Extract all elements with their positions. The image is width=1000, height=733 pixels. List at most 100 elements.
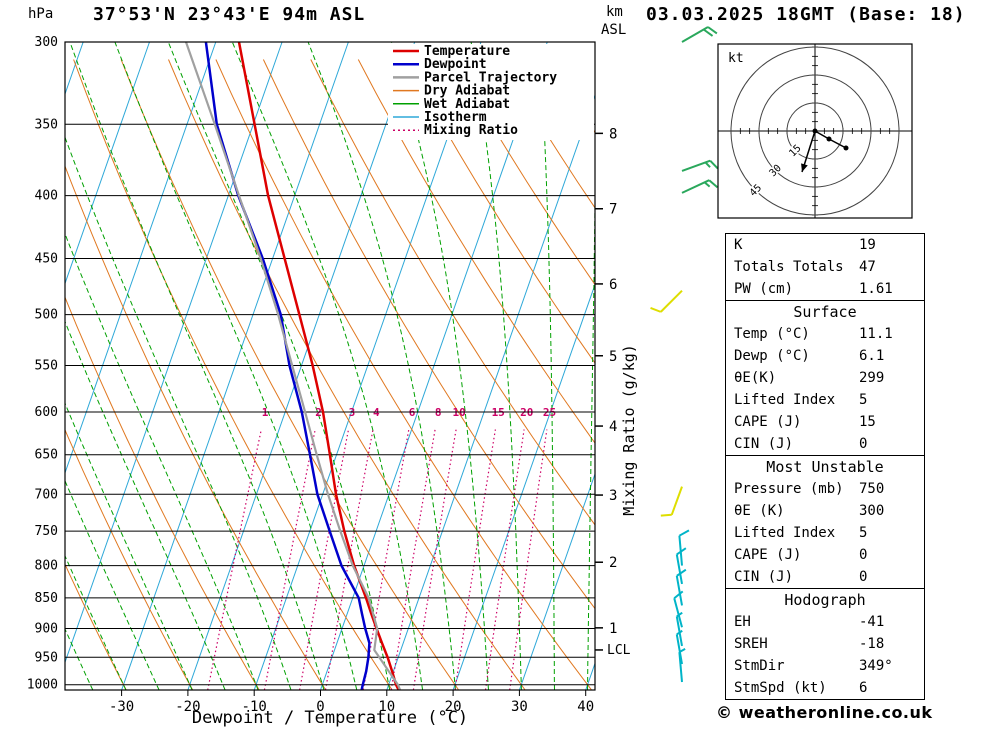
row-value: 5 bbox=[859, 525, 868, 541]
indices-panel: K 19 Totals Totals 47 PW (cm) 1.61 Surface Temp… bbox=[725, 233, 925, 700]
dry-adiabat-line bbox=[262, 59, 595, 610]
wind-barb bbox=[660, 486, 683, 517]
mixing-ratio-line bbox=[454, 429, 496, 690]
stats-table: Most Unstable Pressure (mb) 750 θE (K) 300 Li… bbox=[725, 455, 925, 589]
row-label: EH bbox=[734, 614, 751, 630]
datetime-title: 03.03.2025 18GMT (Base: 18) bbox=[646, 4, 966, 25]
legend-label: Temperature bbox=[424, 44, 510, 59]
temp-tick-label: -10 bbox=[242, 699, 267, 715]
temperature-axis: -30 -20 -10 0 10 20 30 40 Dewpoint / Temperature… bbox=[109, 690, 594, 728]
hodograph-ring bbox=[730, 46, 900, 216]
wet-adiabat-line bbox=[391, 42, 489, 690]
hodograph-unit-label: kt bbox=[728, 51, 744, 66]
mixing-ratio-line bbox=[299, 429, 350, 690]
mixing-ratio-line bbox=[362, 429, 410, 690]
pressure-tick-label: 900 bbox=[35, 621, 58, 636]
wet-adiabat-line bbox=[538, 42, 555, 690]
row-label: Temp (°C) bbox=[734, 326, 810, 342]
wind-barb bbox=[681, 159, 719, 172]
pressure-tick-label: 500 bbox=[35, 308, 58, 323]
wet-adiabat-line bbox=[231, 42, 424, 690]
table-row: CAPE (J) 15 bbox=[726, 411, 924, 433]
dry-adiabat-line bbox=[405, 59, 595, 364]
km-tick-label: 3 bbox=[609, 488, 617, 504]
row-value: 47 bbox=[859, 259, 876, 275]
table-row: Lifted Index 5 bbox=[726, 389, 924, 411]
wind-barb bbox=[675, 629, 683, 665]
dry-adiabat-line bbox=[65, 563, 127, 690]
km-tick-label: 2 bbox=[609, 555, 617, 571]
isotherm-line bbox=[518, 472, 595, 690]
wet-adiabat-line bbox=[307, 42, 456, 690]
row-label: SREH bbox=[734, 636, 768, 652]
pressure-tick-label: 700 bbox=[35, 487, 58, 502]
table-row: Lifted Index 5 bbox=[726, 522, 924, 544]
row-label: Pressure (mb) bbox=[734, 481, 844, 497]
mixing-ratio-line bbox=[484, 429, 525, 690]
pressure-tick-label: 1000 bbox=[27, 678, 58, 693]
dry-adiabat-line bbox=[65, 295, 260, 690]
table-row: StmSpd (kt) 6 bbox=[726, 677, 924, 699]
row-label: StmDir bbox=[734, 658, 785, 674]
row-label: Dewp (°C) bbox=[734, 348, 810, 364]
station-title: 37°53'N 23°43'E 94m ASL bbox=[93, 4, 366, 25]
km-tick-label: 8 bbox=[609, 126, 617, 142]
row-label: CIN (J) bbox=[734, 436, 794, 452]
row-value: 299 bbox=[859, 370, 885, 386]
pressure-tick-label: 600 bbox=[35, 405, 58, 420]
pressure-tick-label: 950 bbox=[35, 650, 58, 665]
pressure-tick-label: 400 bbox=[35, 189, 58, 204]
row-label: StmSpd (kt) bbox=[734, 680, 827, 696]
pressure-tick-label: 850 bbox=[35, 591, 58, 606]
table-row: CIN (J) 0 bbox=[726, 566, 924, 588]
x-axis-label: Dewpoint / Temperature (°C) bbox=[192, 708, 468, 728]
skewt-background-lines: 12346810152025 bbox=[0, 42, 595, 690]
pressure-tick-label: 800 bbox=[35, 559, 58, 574]
row-value: 5 bbox=[859, 392, 868, 408]
dry-adiabat-line bbox=[120, 59, 460, 690]
altitude-axis-unit-km: km bbox=[606, 4, 623, 20]
km-tick-label: 4 bbox=[609, 419, 617, 435]
row-label: Totals Totals bbox=[734, 259, 844, 275]
table-row: θE (K) 300 bbox=[726, 500, 924, 522]
table-row: Temp (°C) 11.1 bbox=[726, 323, 924, 345]
temp-tick-label: 20 bbox=[445, 699, 462, 715]
parcel-trajectory-curve bbox=[184, 42, 402, 690]
table-row: θE(K) 299 bbox=[726, 367, 924, 389]
row-value: 19 bbox=[859, 237, 876, 253]
pressure-tick-label: 650 bbox=[35, 448, 58, 463]
dry-adiabat-line bbox=[452, 59, 595, 286]
row-value: 0 bbox=[859, 547, 868, 563]
wind-barb bbox=[675, 568, 687, 606]
dry-adiabat-line bbox=[357, 59, 595, 444]
row-value: -41 bbox=[859, 614, 885, 630]
pressure-tick-label: 350 bbox=[35, 117, 58, 132]
isotherm-line bbox=[0, 42, 17, 690]
wet-adiabat-line bbox=[470, 42, 522, 690]
wind-barb bbox=[675, 547, 687, 585]
row-label: Lifted Index bbox=[734, 392, 836, 408]
temperature-curve bbox=[237, 42, 400, 690]
wind-barb bbox=[681, 179, 719, 194]
dewpoint-curve bbox=[204, 42, 371, 690]
wet-adiabat-line bbox=[167, 42, 391, 690]
legend-label: Mixing Ratio bbox=[424, 123, 518, 138]
wind-barb bbox=[678, 648, 686, 683]
table-row: K 19 bbox=[726, 234, 924, 256]
row-value: 750 bbox=[859, 481, 885, 497]
row-label: CAPE (J) bbox=[734, 547, 802, 563]
mixing-ratio-line bbox=[207, 429, 262, 690]
wind-barb bbox=[650, 289, 683, 313]
pressure-tick-label: 750 bbox=[35, 524, 58, 539]
mixing-ratio-axis-label: Mixing Ratio (g/kg) bbox=[620, 344, 638, 516]
table-row: Totals Totals 47 bbox=[726, 256, 924, 278]
lcl-label: LCL bbox=[607, 643, 631, 658]
temp-tick-label: 30 bbox=[511, 699, 528, 715]
row-label: CAPE (J) bbox=[734, 414, 802, 430]
row-value: 11.1 bbox=[859, 326, 893, 342]
row-label: K bbox=[734, 237, 743, 253]
